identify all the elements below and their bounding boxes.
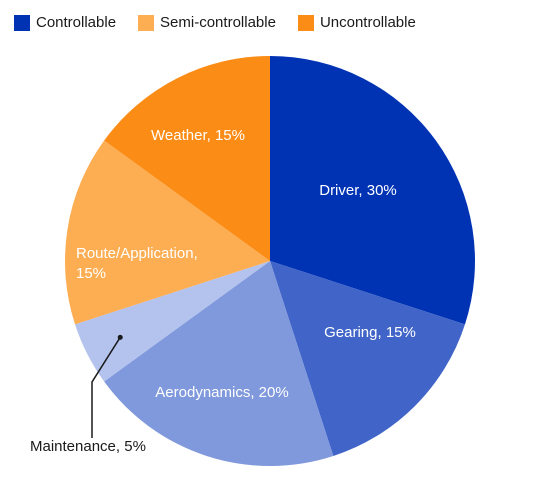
legend-label-semi-controllable: Semi-controllable	[160, 14, 276, 31]
slice-label-gearing: Gearing, 15%	[324, 324, 416, 341]
slice-label-driver: Driver, 30%	[319, 182, 397, 199]
legend-swatch-uncontrollable	[297, 14, 314, 31]
legend-swatch-controllable	[14, 14, 30, 31]
legend: Controllable Semi-controllable Uncontrol…	[14, 14, 438, 31]
slice-label-aerodynamics: Aerodynamics, 20%	[155, 384, 288, 401]
legend-item-uncontrollable: Uncontrollable	[297, 14, 416, 31]
slice-label-route-application: Route/Application, 15%	[76, 245, 198, 282]
legend-swatch-semi-controllable	[138, 14, 155, 31]
pie-slice-route-application	[65, 140, 271, 325]
maintenance-leader-line	[91, 336, 121, 438]
pie-slice-weather	[104, 56, 270, 261]
slice-label-maintenance: Maintenance, 5%	[30, 438, 146, 455]
maintenance-leader-dot	[117, 334, 123, 340]
legend-label-uncontrollable: Uncontrollable	[319, 14, 416, 31]
slice-label-weather: Weather, 15%	[151, 127, 245, 144]
legend-label-controllable: Controllable	[36, 14, 117, 31]
pie-slice-gearing	[270, 261, 465, 456]
pie-slice-aerodynamics	[104, 261, 334, 467]
legend-item-controllable: Controllable	[14, 14, 116, 31]
pie-slice-maintenance	[75, 261, 270, 382]
pie-slice-driver	[270, 56, 475, 325]
legend-item-semi-controllable: Semi-controllable	[138, 14, 276, 31]
